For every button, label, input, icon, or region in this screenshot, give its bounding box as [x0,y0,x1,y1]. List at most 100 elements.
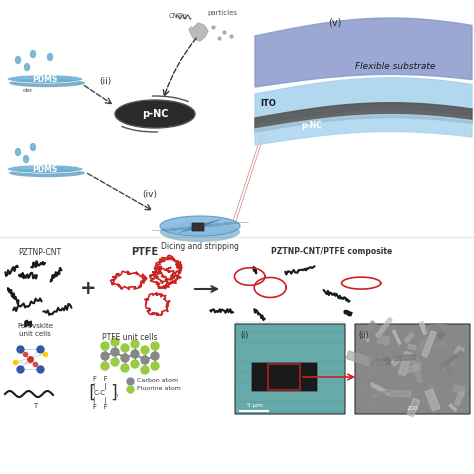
Polygon shape [365,358,386,379]
Polygon shape [16,148,20,155]
Text: PZTNP-CNT/PTFE composite: PZTNP-CNT/PTFE composite [272,247,392,256]
Circle shape [141,366,149,374]
Circle shape [121,364,129,372]
Polygon shape [370,383,390,395]
Polygon shape [375,318,392,338]
Polygon shape [255,18,472,87]
Ellipse shape [160,222,240,242]
Text: p-NC: p-NC [142,109,168,119]
Text: der: der [23,88,33,92]
Polygon shape [189,23,208,41]
Polygon shape [47,54,53,61]
Polygon shape [453,385,465,394]
Polygon shape [443,360,456,371]
Text: p-NC: p-NC [301,120,322,129]
FancyBboxPatch shape [355,324,470,414]
Polygon shape [372,390,390,397]
Text: 200: 200 [406,406,418,411]
Polygon shape [422,331,437,357]
Text: ]: ] [109,384,119,402]
Circle shape [121,354,129,362]
Text: T: T [33,403,37,409]
Text: [: [ [86,384,96,402]
Ellipse shape [7,75,83,83]
Polygon shape [372,358,390,367]
Text: particles: particles [207,10,237,16]
Polygon shape [255,103,472,132]
Circle shape [151,342,159,350]
Polygon shape [30,144,36,151]
Circle shape [121,344,129,352]
Circle shape [131,350,139,358]
Polygon shape [426,323,447,333]
Ellipse shape [9,79,85,87]
Polygon shape [408,344,416,349]
Polygon shape [377,335,390,346]
Circle shape [101,362,109,370]
Polygon shape [391,357,400,366]
Polygon shape [428,337,438,348]
Ellipse shape [160,216,240,236]
Polygon shape [425,389,440,411]
Polygon shape [255,115,472,145]
Polygon shape [419,321,428,334]
Polygon shape [407,398,420,417]
Polygon shape [360,321,376,336]
Text: Carbon atom: Carbon atom [137,379,178,383]
Text: Dicing and stripping: Dicing and stripping [161,241,239,250]
Text: F   F: F F [92,404,108,410]
Polygon shape [30,51,36,57]
Polygon shape [428,383,440,409]
Circle shape [111,338,119,346]
Text: PZTNP-CNT: PZTNP-CNT [18,247,62,256]
Polygon shape [405,364,421,373]
Polygon shape [365,382,371,398]
Text: unit cells: unit cells [19,331,51,337]
Ellipse shape [9,169,85,177]
Circle shape [101,342,109,350]
Polygon shape [455,346,465,356]
Circle shape [151,352,159,360]
Text: Perovskite: Perovskite [17,323,53,329]
FancyBboxPatch shape [252,363,317,391]
Text: 5 μm: 5 μm [247,403,263,408]
Text: PDMS: PDMS [32,164,58,173]
Polygon shape [410,355,423,368]
Text: ITO: ITO [260,99,276,108]
Text: |    |: | | [93,383,107,390]
Text: PTFE: PTFE [131,247,159,257]
Polygon shape [369,353,376,373]
Text: (v): (v) [328,17,342,27]
Text: +: + [80,280,96,299]
Circle shape [101,352,109,360]
Ellipse shape [7,165,83,173]
Text: F   F: F F [92,376,108,382]
Polygon shape [440,351,463,368]
Text: C-C: C-C [94,390,106,396]
Polygon shape [398,351,412,376]
FancyBboxPatch shape [235,324,345,414]
Polygon shape [431,342,445,347]
Circle shape [151,362,159,370]
Polygon shape [364,334,369,342]
Polygon shape [404,333,414,343]
Polygon shape [394,355,416,361]
Circle shape [131,340,139,348]
Polygon shape [392,330,401,345]
Polygon shape [16,56,20,64]
Text: CNTp: CNTp [169,13,187,19]
FancyBboxPatch shape [192,223,204,231]
Polygon shape [255,78,472,124]
Text: (ii): (ii) [358,331,368,340]
Circle shape [141,356,149,364]
Text: (i): (i) [240,331,248,340]
Circle shape [141,346,149,354]
Polygon shape [418,333,434,351]
Polygon shape [449,404,457,411]
Polygon shape [454,391,465,406]
Text: (iv): (iv) [143,190,157,199]
Ellipse shape [115,100,195,128]
Text: Flexible substrate: Flexible substrate [355,62,435,71]
Text: Fluorine atom: Fluorine atom [137,386,181,392]
Polygon shape [410,356,423,383]
